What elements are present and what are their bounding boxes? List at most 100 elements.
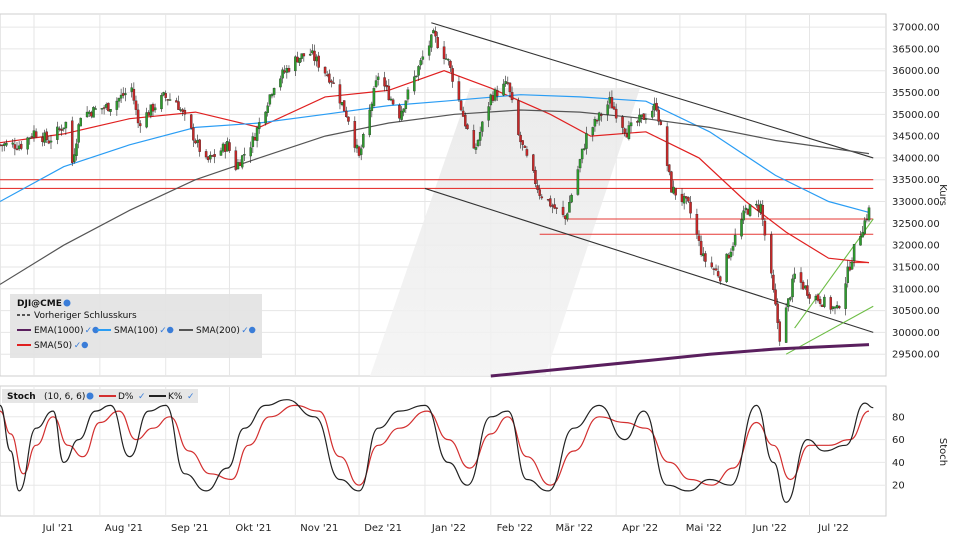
k-check-icon[interactable]: ✓ [187,392,195,402]
candle-body [15,148,19,150]
stochastic-panel: Stoch (10, 6, 6) D% ✓ K% ✓ 80 60 40 20 Stoc… [0,385,948,517]
candle-body [625,133,629,138]
candle-body [87,111,91,114]
legend-check-icon[interactable]: ✓ [241,326,249,336]
candle-body [100,108,104,110]
candle-body [376,76,380,80]
candle-body [449,60,452,68]
candle-body [591,127,595,136]
candle-body [801,281,805,290]
candle-body [689,201,692,214]
candle-body [64,121,68,129]
stoch-axis-label: Stoch [937,438,948,466]
candle-body [413,76,416,92]
candle-body [228,142,231,151]
candle-body [328,73,331,83]
candle-body [763,220,767,236]
candle-body [70,120,74,163]
time-tick-label: Jun '22 [752,523,787,534]
candle-body [60,129,63,131]
candle-body [30,136,34,138]
candle-body [213,154,216,157]
candle-body [844,283,847,309]
candle-body [41,137,44,143]
time-axis: Jul '21 Aug '21 Sep '21 Okt '21 Nov '21 Dez '… [42,523,849,534]
price-tick-label: 36500.00 [892,44,940,55]
candle-body [523,145,527,148]
trend-channel-lines [424,22,874,355]
candle-body [461,110,465,117]
candle-body [731,246,735,251]
legend-settings-icon[interactable] [81,341,89,349]
candle-body [268,94,272,105]
candle-body [0,144,4,147]
candle-body [315,56,318,62]
candle-body [502,83,505,96]
stochastic-lines [0,399,874,503]
legend-check-icon[interactable]: ✓ [85,326,93,336]
candle-body [168,99,172,101]
channel-upper-trendline [431,22,874,159]
candle-body [2,143,6,146]
candle-body [770,234,773,274]
candle-body [793,273,796,279]
candle-body [580,148,584,160]
candle-body [729,251,733,258]
candle-body [491,95,495,101]
candle-body [508,82,512,93]
price-tick-label: 33500.00 [892,175,940,186]
candle-body [536,185,539,190]
candle-body [177,101,180,110]
candle-body [704,253,707,262]
legend-label: SMA(100) [114,326,158,336]
candle-body [419,60,422,66]
stoch-settings-icon[interactable] [86,392,94,400]
price-tick-label: 32500.00 [892,219,940,230]
candle-body [719,276,722,282]
candle-body [266,105,269,113]
candle-body [653,103,656,111]
candle-body [685,196,688,199]
legend-settings-icon[interactable] [92,326,99,334]
candle-body [132,88,136,101]
candle-body [466,124,469,130]
candle-body [92,107,95,118]
candle-body [355,144,359,149]
price-tick-label: 33000.00 [892,197,940,208]
candle-body [748,204,752,216]
candle-body [506,82,510,84]
candle-body [464,114,467,127]
candle-body [746,209,750,215]
candle-body [493,89,497,101]
candle-body [283,70,286,73]
candle-body [145,112,148,128]
candle-body [107,102,110,112]
sma100-line [0,94,870,213]
candle-body [553,204,556,209]
time-tick-label: Sep '21 [171,523,209,534]
candle-body [102,107,106,109]
legend-settings-icon[interactable] [167,326,174,334]
candle-body [472,130,476,149]
sma200-line [0,109,870,285]
symbol-settings-icon[interactable] [63,299,71,307]
legend-settings-icon[interactable] [249,326,256,334]
candle-body [804,285,807,289]
candle-body [300,53,303,59]
candle-body [368,109,371,136]
legend-check-icon[interactable]: ✓ [74,341,82,351]
legend-check-icon[interactable]: ✓ [159,326,167,336]
legend-symbol: DJI@CME [17,299,62,309]
candle-body [251,136,255,147]
candle-body [510,92,514,101]
candle-body [5,142,8,146]
candle-body [362,134,365,148]
d-check-icon[interactable]: ✓ [138,392,146,402]
candle-body [223,144,227,152]
candle-body [389,98,393,101]
candle-body [323,66,327,74]
candle-body [272,88,276,95]
candle-body [600,114,603,116]
watermark-logo [370,88,640,376]
candle-body [121,93,125,96]
